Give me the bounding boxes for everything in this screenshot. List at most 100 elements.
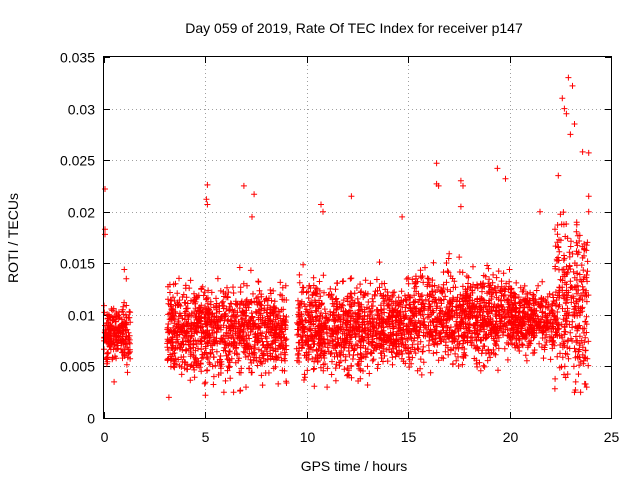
data-point xyxy=(332,365,339,372)
data-point xyxy=(220,389,227,396)
data-point xyxy=(389,354,396,361)
data-point xyxy=(324,384,331,391)
data-point xyxy=(392,343,399,350)
data-point xyxy=(182,359,189,366)
data-point xyxy=(186,339,192,345)
data-point xyxy=(399,213,406,220)
data-point xyxy=(203,196,210,203)
data-point xyxy=(324,365,331,372)
data-point xyxy=(202,320,209,327)
data-point xyxy=(278,357,285,364)
data-point xyxy=(200,292,207,299)
data-point xyxy=(554,353,561,360)
data-point xyxy=(252,334,259,341)
data-point xyxy=(579,283,586,290)
data-point xyxy=(366,370,373,377)
data-point xyxy=(271,322,278,329)
data-point xyxy=(276,342,283,349)
data-point xyxy=(183,321,190,328)
data-point xyxy=(321,322,327,329)
data-point xyxy=(171,358,178,365)
data-point xyxy=(247,267,254,274)
data-point xyxy=(569,82,576,89)
data-point xyxy=(204,181,211,188)
data-point xyxy=(578,262,585,269)
data-point xyxy=(302,374,308,381)
data-point xyxy=(275,380,282,387)
data-point xyxy=(210,381,217,388)
data-point xyxy=(364,334,371,341)
data-point xyxy=(206,316,213,323)
data-point xyxy=(369,303,376,309)
data-point xyxy=(306,301,313,308)
data-point xyxy=(177,325,184,332)
data-point xyxy=(123,275,130,282)
data-point xyxy=(395,312,401,319)
data-point xyxy=(332,286,339,293)
data-point xyxy=(403,276,410,282)
data-point xyxy=(402,314,409,320)
data-point xyxy=(398,315,404,322)
data-point xyxy=(283,380,290,386)
data-point xyxy=(281,349,288,356)
data-point xyxy=(215,323,222,330)
data-point xyxy=(374,312,381,319)
data-point xyxy=(298,344,305,351)
data-point xyxy=(317,329,324,336)
data-point xyxy=(307,325,313,332)
data-point xyxy=(582,334,589,341)
data-point xyxy=(360,316,367,323)
data-point xyxy=(463,273,470,280)
data-point xyxy=(320,361,327,368)
data-point xyxy=(522,352,529,359)
data-point xyxy=(373,276,380,283)
data-point xyxy=(280,344,287,351)
data-point xyxy=(250,357,257,364)
data-point xyxy=(250,317,257,324)
data-point xyxy=(267,355,274,362)
data-point xyxy=(390,292,397,299)
data-point xyxy=(259,382,266,389)
data-point xyxy=(569,318,576,325)
data-point xyxy=(178,354,185,361)
data-point xyxy=(395,303,402,309)
data-point xyxy=(221,344,228,351)
data-point xyxy=(236,264,243,271)
data-point xyxy=(207,298,214,305)
data-point xyxy=(240,280,247,287)
data-point xyxy=(125,346,132,353)
data-point xyxy=(390,330,397,337)
data-point xyxy=(370,356,377,363)
data-point xyxy=(224,293,231,300)
data-point xyxy=(315,346,322,352)
data-point xyxy=(264,356,271,363)
data-point xyxy=(331,317,337,324)
data-point xyxy=(182,282,189,289)
data-point xyxy=(379,329,386,336)
data-point xyxy=(172,328,179,335)
data-point xyxy=(364,382,371,388)
data-point xyxy=(402,308,409,315)
data-point xyxy=(349,356,356,362)
data-point xyxy=(376,259,383,266)
data-point xyxy=(207,350,214,357)
data-point xyxy=(337,358,344,364)
data-point xyxy=(115,312,122,319)
data-point xyxy=(271,298,278,305)
data-point xyxy=(119,331,126,338)
data-point xyxy=(111,378,118,385)
data-point xyxy=(371,316,378,323)
data-point xyxy=(380,331,387,338)
data-point xyxy=(170,312,177,319)
data-point xyxy=(197,307,204,314)
data-point xyxy=(272,316,279,323)
data-point xyxy=(575,371,582,378)
data-point xyxy=(442,348,449,355)
data-point xyxy=(187,345,194,352)
data-points xyxy=(101,74,592,401)
data-point xyxy=(218,313,225,320)
data-point xyxy=(392,353,399,360)
data-point xyxy=(171,320,178,327)
data-point xyxy=(188,362,195,369)
data-point xyxy=(352,333,359,340)
